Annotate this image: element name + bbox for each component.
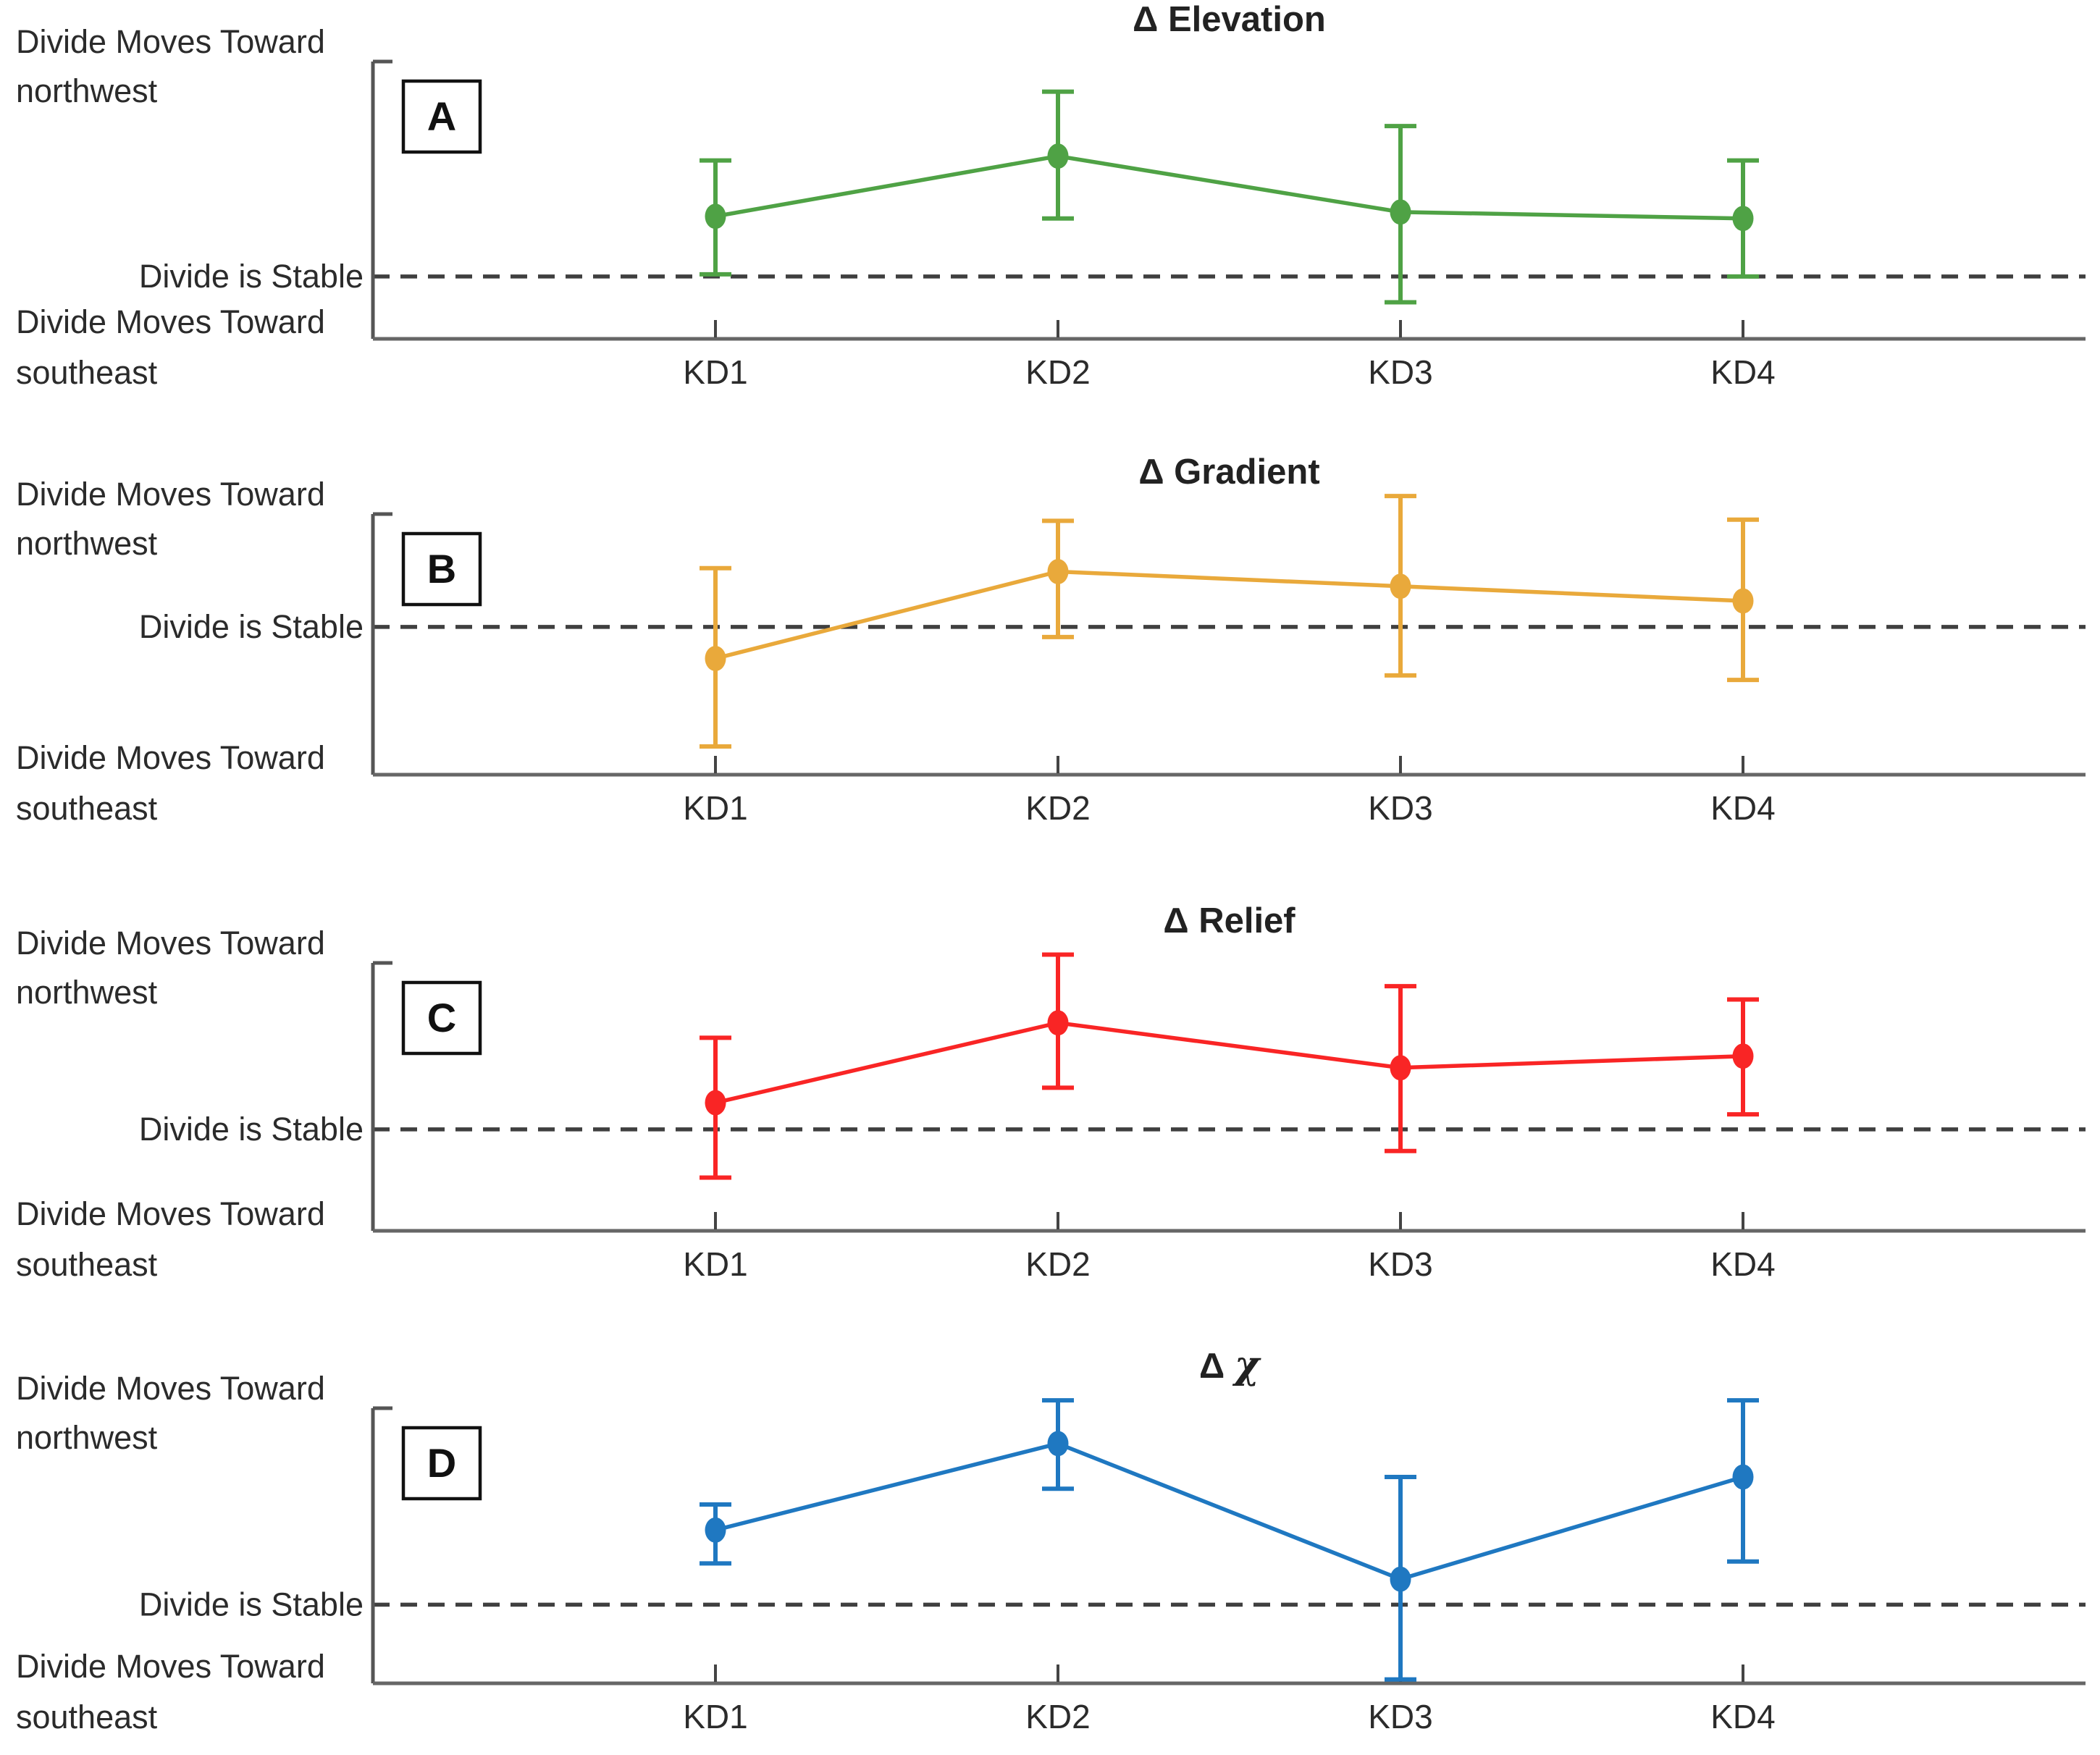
- x-tick-label-kd2: KD2: [1025, 353, 1090, 391]
- data-marker-kd3: [1390, 1055, 1411, 1081]
- series-line: [715, 569, 1744, 661]
- data-marker-kd1: [705, 203, 726, 230]
- x-tick-label-kd2: KD2: [1025, 1245, 1090, 1283]
- data-marker-kd4: [1732, 206, 1754, 232]
- x-tick-label-kd3: KD3: [1368, 789, 1432, 827]
- label-toward-northwest-line1: Divide Moves Toward: [16, 1370, 325, 1407]
- x-tick-label-kd1: KD1: [683, 1245, 747, 1283]
- label-toward-southeast-line2: southeast: [16, 790, 158, 827]
- label-divide-is-stable: Divide is Stable: [139, 258, 364, 295]
- panel-letter-box: [401, 980, 482, 1056]
- data-marker-kd2: [1047, 558, 1069, 584]
- label-toward-northwest-line1: Divide Moves Toward: [16, 925, 325, 961]
- data-marker-kd1: [705, 645, 726, 671]
- label-toward-southeast-line2: southeast: [16, 1246, 158, 1283]
- panel-title-a: Δ Elevation: [1133, 0, 1326, 39]
- panel-letter-box: [401, 79, 482, 154]
- label-toward-northwest-line2: northwest: [16, 974, 158, 1011]
- label-toward-southeast-line1: Divide Moves Toward: [16, 303, 325, 340]
- data-marker-kd2: [1047, 1431, 1069, 1457]
- data-marker-kd2: [1047, 1010, 1069, 1036]
- label-divide-is-stable: Divide is Stable: [139, 1586, 364, 1623]
- label-toward-southeast-line2: southeast: [16, 1699, 158, 1735]
- label-toward-southeast-line1: Divide Moves Toward: [16, 1648, 325, 1685]
- data-marker-kd4: [1732, 1464, 1754, 1490]
- panel-title-c: Δ Relief: [1163, 901, 1295, 940]
- label-toward-northwest-line1: Divide Moves Toward: [16, 476, 325, 513]
- panel-letter-box: [401, 1426, 482, 1501]
- data-marker-kd1: [705, 1517, 726, 1543]
- label-toward-northwest-line2: northwest: [16, 72, 158, 109]
- x-tick-label-kd2: KD2: [1025, 1698, 1090, 1735]
- panel-title-b: Δ Gradient: [1138, 453, 1319, 492]
- panel-title-d: Δ χ: [1199, 1343, 1261, 1387]
- x-tick-label-kd1: KD1: [683, 1698, 747, 1735]
- label-toward-southeast-line1: Divide Moves Toward: [16, 739, 325, 776]
- x-tick-label-kd2: KD2: [1025, 789, 1090, 827]
- label-toward-northwest-line1: Divide Moves Toward: [16, 23, 325, 60]
- panel-letter-box: [401, 531, 482, 607]
- x-tick-label-kd1: KD1: [683, 789, 747, 827]
- x-tick-label-kd4: KD4: [1710, 1698, 1775, 1735]
- panel-letter-c: C: [427, 995, 456, 1040]
- data-marker-kd1: [705, 1090, 726, 1116]
- x-tick-label-kd4: KD4: [1710, 1245, 1775, 1283]
- x-tick-label-kd1: KD1: [683, 353, 747, 391]
- series-line: [715, 1441, 1744, 1582]
- x-tick-label-kd3: KD3: [1368, 1245, 1432, 1283]
- label-divide-is-stable: Divide is Stable: [139, 608, 364, 645]
- series-line: [715, 1020, 1744, 1105]
- panel-letter-d: D: [427, 1440, 456, 1486]
- panel-letter-b: B: [427, 546, 456, 592]
- series-line: [715, 153, 1744, 221]
- panel-a: KD1 KD2 KD3 KD4 Divide Moves Toward northwest…: [16, 0, 2086, 391]
- label-toward-southeast-line1: Divide Moves Toward: [16, 1195, 325, 1232]
- x-tick-label-kd3: KD3: [1368, 353, 1432, 391]
- x-tick-label-kd3: KD3: [1368, 1698, 1432, 1735]
- data-marker-kd3: [1390, 1566, 1411, 1592]
- label-toward-northwest-line2: northwest: [16, 525, 158, 562]
- x-tick-label-kd4: KD4: [1710, 789, 1775, 827]
- data-marker-kd4: [1732, 588, 1754, 614]
- label-divide-is-stable: Divide is Stable: [139, 1111, 364, 1148]
- panel-c: KD1 KD2 KD3 KD4 Divide Moves Toward northwest…: [16, 901, 2086, 1283]
- data-marker-kd4: [1732, 1043, 1754, 1069]
- data-marker-kd3: [1390, 199, 1411, 225]
- data-marker-kd2: [1047, 143, 1069, 169]
- panel-d: KD1 KD2 KD3 KD4 Divide Moves Toward northwest…: [16, 1343, 2086, 1735]
- x-tick-label-kd4: KD4: [1710, 353, 1775, 391]
- panel-letter-a: A: [427, 93, 456, 139]
- label-toward-southeast-line2: southeast: [16, 354, 158, 391]
- panel-b: KD1 KD2 KD3 KD4 Divide Moves Toward northwest…: [16, 453, 2086, 827]
- data-marker-kd3: [1390, 573, 1411, 599]
- label-toward-northwest-line2: northwest: [16, 1419, 158, 1456]
